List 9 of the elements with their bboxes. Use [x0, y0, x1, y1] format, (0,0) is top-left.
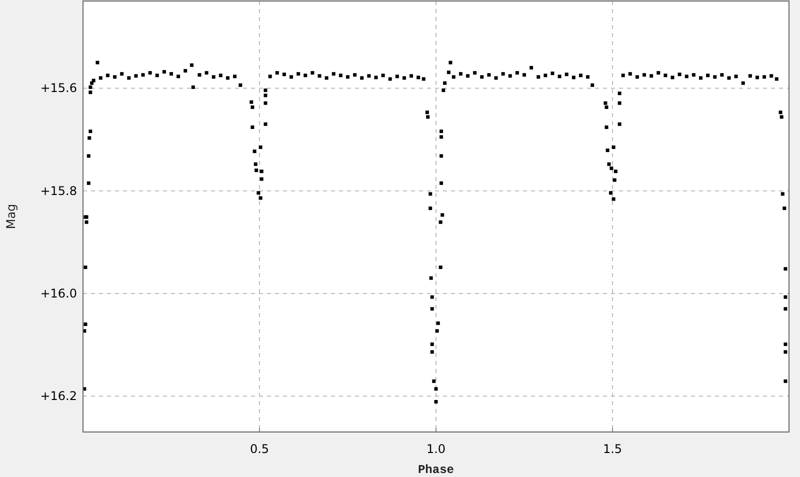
x-tick-label: 1.0 — [426, 442, 446, 456]
y-tick-label: +15.8 — [40, 184, 77, 198]
x-axis-title: Phase — [418, 463, 454, 477]
x-tick-label: 0.5 — [250, 442, 270, 456]
y-tick-label: +15.6 — [40, 81, 77, 96]
y-tick-label: +16.2 — [40, 389, 77, 404]
x-tick-label: 1.5 — [602, 442, 622, 456]
y-tick-label: +16.0 — [40, 286, 77, 300]
y-axis-title: Mag — [4, 204, 18, 230]
